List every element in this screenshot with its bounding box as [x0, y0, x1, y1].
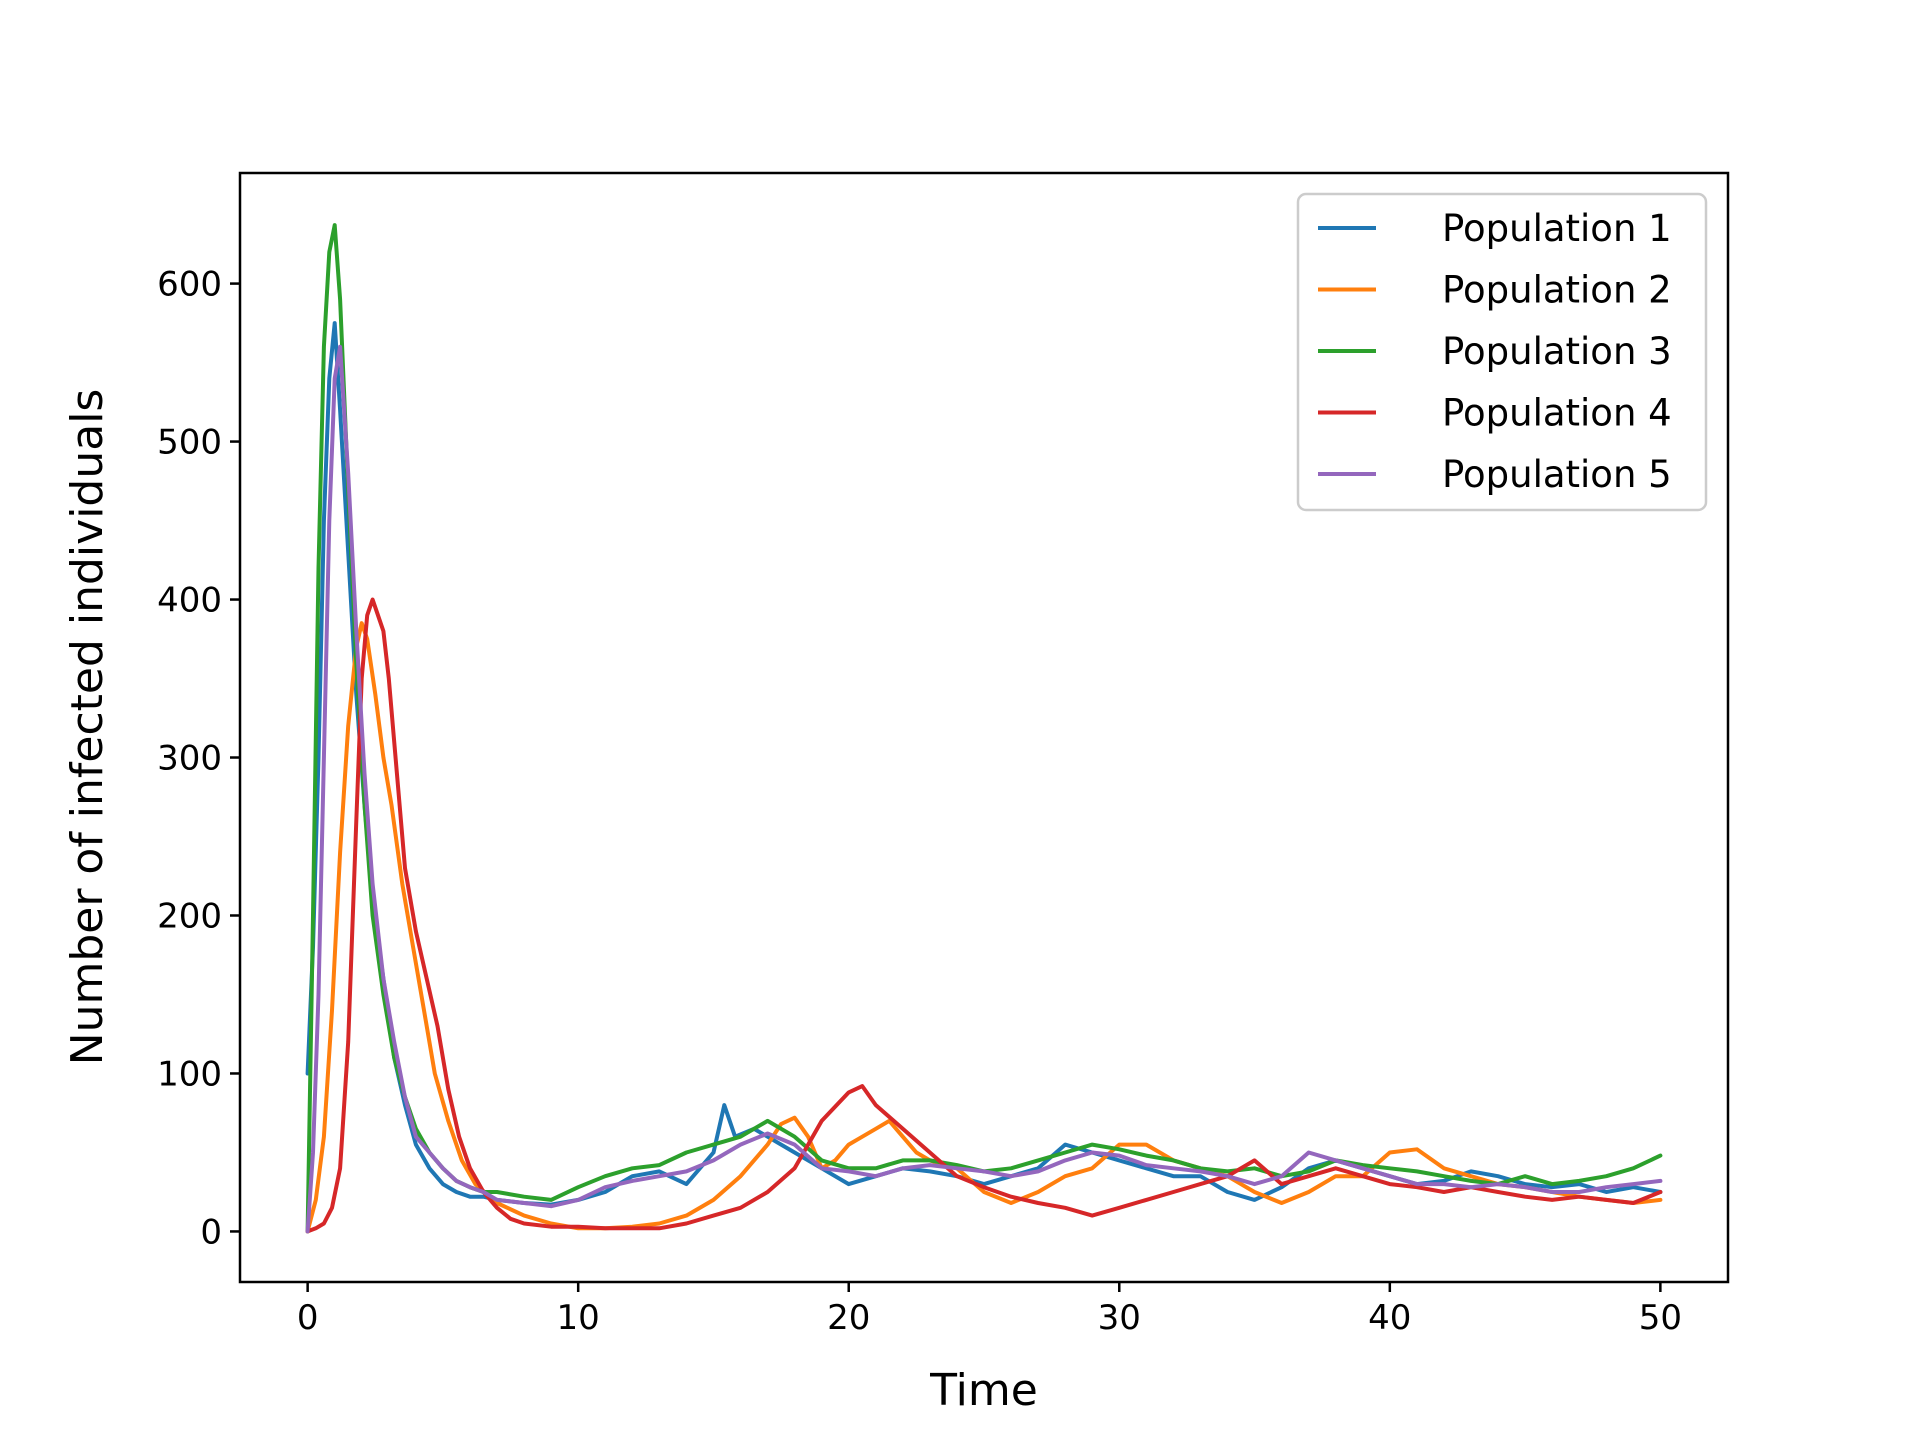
y-tick-label: 500 [157, 423, 222, 463]
y-tick-label: 200 [157, 896, 222, 936]
series-line-4 [305, 597, 1663, 1234]
legend-label-3: Population 3 [1442, 330, 1672, 373]
plot-frame [238, 171, 1730, 1284]
x-axis: 0 10 20 30 40 50 [297, 1282, 1682, 1338]
x-tick-label: 10 [557, 1298, 600, 1338]
series-line-2 [305, 621, 1663, 1234]
legend-label-1: Population 1 [1442, 207, 1672, 250]
legend-label-2: Population 2 [1442, 269, 1672, 312]
series-layer [305, 223, 1663, 1234]
legend-box [1296, 192, 1708, 512]
y-axis-label: Number of infected individuals [62, 389, 113, 1066]
x-axis-label: Time [929, 1365, 1038, 1416]
y-tick-label: 0 [200, 1212, 222, 1252]
y-tick-label: 300 [157, 739, 222, 779]
x-tick-label: 40 [1368, 1298, 1411, 1338]
y-tick-label: 600 [157, 265, 222, 305]
legend-label-4: Population 4 [1442, 392, 1672, 435]
x-tick-label: 30 [1098, 1298, 1141, 1338]
legend-label-5: Population 5 [1442, 453, 1672, 496]
x-tick-label: 50 [1639, 1298, 1682, 1338]
series-line-5 [305, 344, 1663, 1234]
y-tick-label: 100 [157, 1054, 222, 1094]
y-tick-label: 400 [157, 581, 222, 621]
legend: Population 1 Population 2 Population 3 Popu… [1296, 192, 1708, 512]
x-tick-label: 0 [297, 1298, 319, 1338]
x-tick-label: 20 [827, 1298, 870, 1338]
y-axis: 0 100 200 300 400 500 600 [157, 265, 240, 1252]
